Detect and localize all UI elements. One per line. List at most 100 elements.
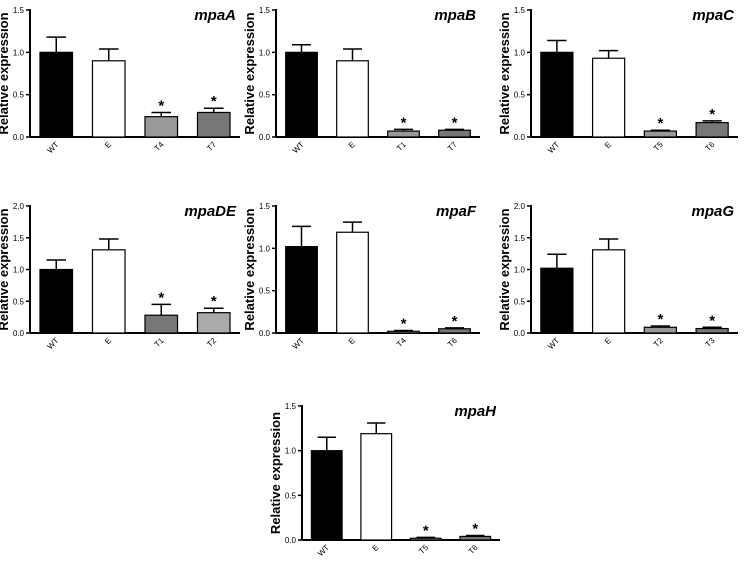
significance-star: * [472,521,478,538]
x-tick-label: WT [46,140,61,155]
y-tick-label: 1.5 [13,6,25,15]
bar-E [360,433,393,541]
bar-T5 [409,537,442,541]
bar-WT [540,51,574,138]
y-tick-label: 1.0 [514,266,526,275]
bar-T3 [695,327,729,334]
bar-E [591,57,626,138]
x-tick-label: WT [291,140,306,155]
y-tick-label: 0.0 [285,536,297,545]
x-tick-label: T7 [446,140,459,153]
y-tick-label: 1.5 [514,234,526,243]
bar-T2 [196,312,231,334]
significance-star: * [709,106,715,123]
x-tick-label: E [103,336,113,346]
significance-star: * [452,114,458,131]
x-tick-label: T4 [395,336,408,349]
y-tick-label: 1.5 [13,234,25,243]
y-axis-label: Relative expression [497,208,512,330]
x-tick-label: T2 [652,336,665,349]
bar-WT [285,51,318,138]
significance-star: * [211,293,217,310]
bar-E [91,60,126,138]
significance-star: * [657,311,663,328]
x-tick-label: WT [546,336,561,351]
y-tick-label: 1.0 [13,48,25,57]
y-tick-label: 1.5 [514,6,526,15]
y-tick-label: 1.5 [259,6,271,15]
y-tick-label: 2.0 [514,202,526,211]
bar-T7 [438,129,471,138]
y-tick-label: 0.0 [13,329,25,338]
x-tick-label: WT [291,336,306,351]
significance-star: * [401,114,407,131]
y-tick-label: 0.5 [13,91,25,100]
y-tick-label: 0.5 [285,491,297,500]
chart-title: mpaH [454,403,497,420]
x-tick-label: E [603,336,613,346]
significance-star: * [158,289,164,306]
x-tick-label: E [347,140,357,150]
bar-E [91,249,126,334]
chart-title: mpaC [692,7,735,24]
y-tick-label: 0.5 [259,287,271,296]
bar-E [591,249,626,334]
x-tick-label: T5 [652,140,665,153]
bar-T4 [387,330,420,334]
y-tick-label: 0.0 [514,329,526,338]
bar-T6 [695,122,729,138]
chart-title: mpaDE [184,203,237,220]
y-axis-label: Relative expression [268,412,283,534]
chart-title: mpaA [194,7,236,24]
chart-title: mpaG [691,203,734,220]
y-tick-label: 1.0 [259,48,271,57]
significance-star: * [452,313,458,330]
x-tick-label: WT [316,543,331,558]
bar-WT [310,450,343,541]
bar-WT [39,51,74,138]
bar-T4 [144,116,179,138]
y-tick-label: 0.0 [514,133,526,142]
x-tick-label: T4 [153,140,166,153]
y-axis-label: Relative expression [497,12,512,134]
bar-T2 [643,326,678,334]
x-tick-label: E [103,140,113,150]
chart-title: mpaF [436,203,477,220]
bar-E [336,60,369,138]
x-tick-label: T6 [446,336,459,349]
y-tick-label: 0.5 [514,91,526,100]
bar-WT [285,246,318,334]
significance-star: * [423,522,429,539]
y-tick-label: 1.0 [13,266,25,275]
y-axis-label: Relative expression [0,208,11,330]
y-tick-label: 0.0 [13,133,25,142]
bar-E [336,231,369,334]
x-tick-label: E [347,336,357,346]
x-tick-label: T5 [417,543,430,556]
bar-T5 [643,130,678,138]
y-tick-label: 2.0 [13,202,25,211]
significance-star: * [401,315,407,332]
y-tick-label: 1.0 [514,48,526,57]
y-tick-label: 1.5 [259,202,271,211]
x-tick-label: T1 [395,140,408,153]
x-tick-label: T6 [704,140,717,153]
y-axis-label: Relative expression [242,12,257,134]
x-tick-label: E [371,543,381,553]
x-tick-label: T7 [205,140,218,153]
y-axis-label: Relative expression [242,208,257,330]
significance-star: * [158,97,164,114]
significance-star: * [709,312,715,329]
bar-T6 [438,328,471,334]
y-tick-label: 0.5 [514,297,526,306]
x-tick-label: T3 [704,336,717,349]
y-tick-label: 1.5 [285,402,297,411]
bar-T1 [144,314,179,334]
bar-T7 [196,111,231,138]
